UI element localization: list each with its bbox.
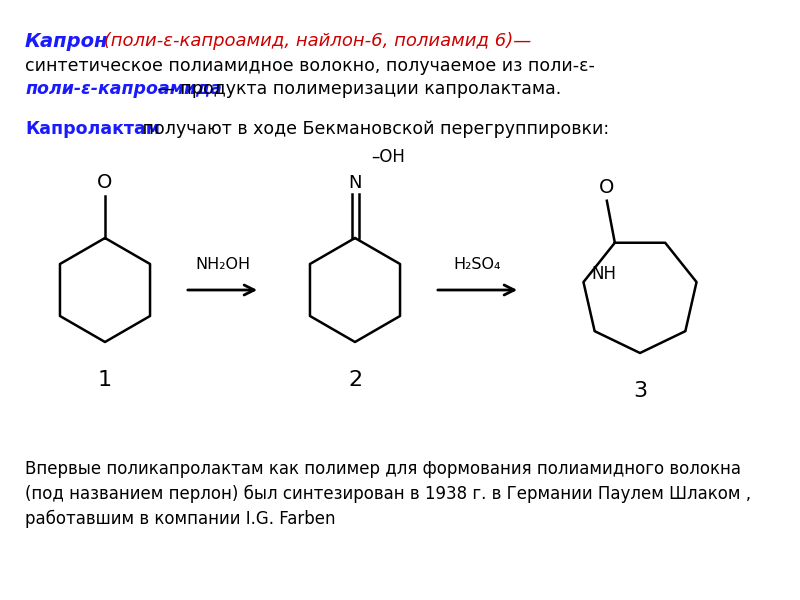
Text: синтетическое полиамидное волокно, получаемое из поли-ε-: синтетическое полиамидное волокно, получ…	[25, 57, 595, 75]
Text: 2: 2	[348, 370, 362, 390]
Text: — продукта полимеризации капролактама.: — продукта полимеризации капролактама.	[152, 80, 562, 98]
Text: (под названием перлон) был синтезирован в 1938 г. в Германии Паулем Шлаком ,: (под названием перлон) был синтезирован …	[25, 485, 751, 503]
Text: O: O	[599, 178, 614, 197]
Text: –OH: –OH	[371, 148, 405, 166]
Text: 1: 1	[98, 370, 112, 390]
Text: H₂SO₄: H₂SO₄	[454, 257, 502, 272]
Text: поли-ε-капроамида: поли-ε-капроамида	[25, 80, 222, 98]
Text: NH: NH	[591, 265, 617, 283]
Text: Капрон: Капрон	[25, 32, 109, 51]
Text: получают в ходе Бекмановской перегруппировки:: получают в ходе Бекмановской перегруппир…	[137, 120, 609, 138]
Text: O: O	[98, 173, 113, 192]
Text: работавшим в компании I.G. Farben: работавшим в компании I.G. Farben	[25, 510, 335, 528]
Text: 3: 3	[633, 381, 647, 401]
Text: NH₂OH: NH₂OH	[195, 257, 250, 272]
Text: N: N	[348, 174, 362, 192]
Text: Впервые поликапролактам как полимер для формования полиамидного волокна: Впервые поликапролактам как полимер для …	[25, 460, 741, 478]
Text: (поли-ε-капроамид, найлон-6, полиамид 6)—: (поли-ε-капроамид, найлон-6, полиамид 6)…	[98, 32, 531, 50]
Text: Капролактам: Капролактам	[25, 120, 160, 138]
